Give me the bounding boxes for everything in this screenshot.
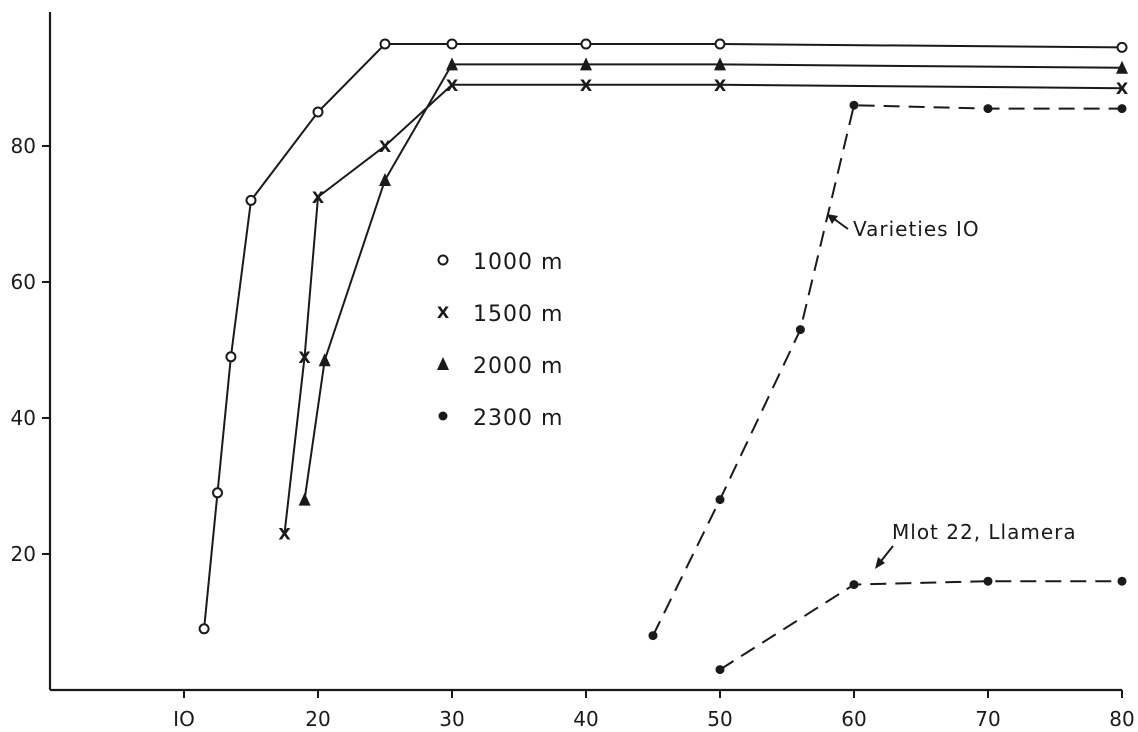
legend-label: 1000 m [473,250,563,275]
x-tick-label: 60 [841,707,866,731]
series-varieties-10-point [849,100,859,110]
legend-symbol [437,254,449,266]
y-ticks: 20 40 60 80 [11,134,50,566]
series-markers: X X X X X X X X [198,38,1129,675]
y-tick-label: 40 [11,406,36,430]
series-varieties-10-point [715,495,725,505]
series-lines [203,43,1123,671]
series-2000m-point [318,353,331,367]
series-1000m-point [245,194,257,206]
series-2000m-point [446,57,458,71]
series-varieties-10-line [652,104,1122,637]
legend-symbol [437,357,449,370]
annotation-arrowhead [827,214,838,224]
series-mlot-22-llamera-point [849,580,859,590]
series-1000m-point [198,623,210,635]
series-1500m-point: X [714,76,727,95]
legend-symbol: X [437,303,450,322]
series-2000m-point [1116,60,1128,74]
y-tick-label: 60 [11,270,36,294]
series-1000m-point [1116,41,1128,53]
series-2000m-point [714,57,726,71]
x-tick-label: 80 [1109,707,1134,731]
series-1500m-point: X [379,137,392,156]
series-1500m-point: X [278,525,291,544]
series-1000m-point [312,106,324,118]
annotations: Varieties IO Mlot 22, Llamera [827,214,1077,569]
series-1000m-point [446,38,458,50]
series-1500m-point: X [312,188,325,207]
series-1500m-point: X [580,76,593,95]
legend-label: 1500 m [473,302,563,327]
annotation-varieties: Varieties IO [853,217,980,241]
axes [48,12,1122,692]
series-mlot-22-llamera-point [983,576,993,586]
series-1500m-point: X [446,76,459,95]
annotation-arrowhead [875,557,885,569]
legend-label: 2000 m [473,354,563,379]
series-1000m-point [580,38,592,50]
series-1500m-line [283,83,1123,534]
series-2000m-point [298,492,311,506]
series-varieties-10-point [795,325,805,335]
series-varieties-10-point [983,104,993,114]
series-1000m-point [212,487,223,499]
x-ticks: IO 20 30 40 50 60 70 80 [173,690,1135,731]
annotation-mlot: Mlot 22, Llamera [892,520,1077,544]
series-varieties-10-point [648,631,658,641]
x-tick-label: 70 [975,707,1000,731]
series-1500m-point: X [298,348,311,367]
x-tick-label: 50 [707,707,732,731]
series-2000m-line [303,63,1123,500]
y-tick-label: 80 [11,134,36,158]
series-1000m-point [379,38,391,50]
x-tick-label: 20 [305,707,330,731]
series-1000m-line [203,43,1123,629]
series-mlot-22-llamera-point [1117,576,1127,586]
x-tick-label: 40 [573,707,598,731]
series-2000m-point [580,57,592,71]
series-mlot-22-llamera-line [719,580,1122,671]
series-2000m-point [379,173,391,186]
x-tick-label: IO [173,707,195,731]
series-1000m-point [225,351,237,363]
x-tick-label: 30 [439,707,464,731]
series-1500m-point: X [1116,79,1129,98]
legend: 1000 m X 1500 m 2000 m 2300 m [437,250,563,431]
series-mlot-22-llamera-point [715,665,725,675]
legend-symbol [438,411,448,421]
legend-label: 2300 m [473,406,563,431]
series-1000m-point [714,38,726,50]
series-varieties-10-point [1117,104,1127,114]
y-tick-label: 20 [11,542,36,566]
